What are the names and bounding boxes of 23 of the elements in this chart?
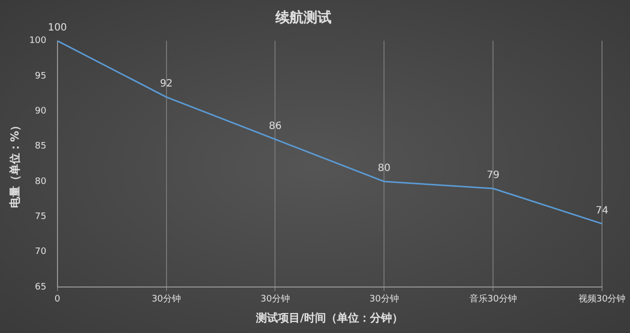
y-tick-label: 95	[34, 71, 46, 82]
y-axis-title: 电量（单位：%）	[8, 120, 22, 208]
data-label: 100	[48, 22, 67, 34]
chart-title: 续航测试	[274, 9, 332, 26]
x-tick-label: 30分钟	[260, 294, 290, 305]
data-label: 74	[596, 205, 608, 216]
x-tick-label: 0	[54, 294, 61, 305]
x-tick-label: 视频30分钟	[578, 294, 626, 305]
x-tick-label: 30分钟	[152, 294, 182, 305]
x-axis-title: 测试项目/时间（单位：分钟）	[255, 311, 404, 324]
y-tick-label: 80	[34, 176, 47, 187]
y-tick-label: 70	[34, 247, 47, 258]
y-tick-label: 85	[34, 142, 46, 152]
data-label: 79	[486, 170, 500, 182]
x-tick-label: 30分钟	[369, 294, 399, 305]
y-tick-label: 75	[34, 212, 46, 222]
data-label: 86	[268, 120, 282, 132]
y-tick-label: 65	[34, 282, 46, 292]
x-tick-label: 音乐30分钟	[469, 294, 517, 305]
y-tick-label: 90	[34, 106, 47, 116]
data-label: 92	[160, 78, 173, 90]
y-tick-label: 100	[29, 36, 47, 46]
data-label: 80	[378, 163, 391, 174]
